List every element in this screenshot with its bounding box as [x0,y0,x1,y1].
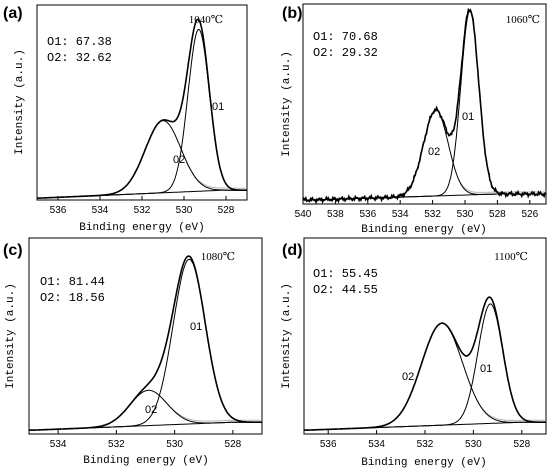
panel-b-temperature: 1060℃ [506,14,540,26]
panel-c-x-tick-label: 534 [50,439,67,450]
panel-d-x-tick-label: 528 [513,439,530,450]
panel-c-background-tail [172,408,262,422]
panel-b-o1-peak-label: 01 [462,111,474,123]
panel-b: (b) 1060℃ O1: 70.68 O2: 29.32 Binding en… [281,3,547,236]
panel-d-x-ticks: 536 534 532 530 528 [320,430,531,450]
panel-a-ratio-o2: O2: 32.62 [47,51,112,65]
panel-d-o2-component [304,322,546,431]
panel-a: (a) 1040℃ O1: 67.38 O2: 32.62 Binding en… [3,4,248,234]
panel-d-envelope [304,296,546,431]
panel-b-x-tick-label: 526 [521,209,538,220]
panel-c-o2-peak-label: 02 [145,404,157,416]
panel-b-background-tail [460,183,546,193]
panel-c: (c) 1080℃ O1: 81.44 O2: 18.56 Binding en… [3,237,263,467]
panel-d-letter: (d) [282,242,302,259]
panel-d-o2-peak-label: 02 [402,371,414,383]
panel-d-x-axis-title: Binding energy (eV) [361,457,486,469]
panel-b-x-tick-label: 532 [424,209,441,220]
panel-a-x-tick-label: 528 [218,205,235,216]
panel-b-x-axis-title: Binding energy (eV) [361,224,486,236]
panel-c-x-axis-title: Binding energy (eV) [83,455,208,467]
panel-b-x-tick-label: 538 [327,209,344,220]
panel-b-envelope [302,7,547,205]
panel-b-ratio-o1: O1: 70.68 [313,30,378,44]
panel-b-x-tick-label: 528 [489,209,506,220]
panel-a-x-tick-label: 530 [176,205,193,216]
panel-a-ratio-o1: O1: 67.38 [47,35,112,49]
panel-d-x-tick-label: 536 [320,439,337,450]
panel-c-plot-frame [28,237,263,435]
panel-c-ratio-o1: O1: 81.44 [40,275,105,289]
panel-b-y-axis-title: Intensity (a.u.) [281,51,293,157]
panel-c-y-axis-title: Intensity (a.u.) [5,283,17,389]
panel-d-x-tick-label: 532 [417,439,434,450]
panel-d-background-tail [475,398,546,421]
panel-c-temperature: 1080℃ [201,251,235,263]
panel-a-x-tick-label: 536 [50,205,67,216]
panel-c-x-tick-label: 528 [225,439,242,450]
panel-d-x-tick-label: 530 [465,439,482,450]
panel-b-ratio-o2: O2: 29.32 [313,46,378,60]
panel-a-letter: (a) [3,5,23,22]
panel-d-o1-peak-label: 01 [480,363,492,375]
panel-a-background-tail [185,162,247,189]
panel-d-y-axis-title: Intensity (a.u.) [281,283,293,389]
panel-d-ratio-o2: O2: 44.55 [313,283,378,297]
panel-b-x-tick-label: 530 [457,209,474,220]
panel-a-temperature: 1040℃ [189,14,223,26]
panel-c-letter: (c) [3,242,23,259]
panel-a-envelope [37,18,247,199]
panel-c-x-tick-label: 530 [166,439,183,450]
panel-a-x-tick-label: 534 [92,205,109,216]
panel-c-x-tick-label: 532 [108,439,125,450]
panel-c-ratio-o2: O2: 18.56 [40,291,105,305]
panel-d-ratio-o1: O1: 55.45 [313,267,378,281]
panel-d-temperature: 1100℃ [494,251,528,263]
panel-c-o1-peak-label: 01 [190,321,202,333]
panel-a-o2-peak-label: 02 [173,154,185,166]
panel-d: (d) 1100℃ O1: 55.45 O2: 44.55 Binding en… [281,237,547,469]
panel-b-x-tick-label: 540 [295,209,312,220]
panel-a-x-ticks: 536 534 532 530 528 [50,196,235,216]
panel-b-x-tick-label: 536 [359,209,376,220]
panel-d-x-tick-label: 534 [368,439,385,450]
panel-c-envelope [29,255,262,431]
panel-c-x-ticks: 534 532 530 528 [50,430,242,450]
panel-a-x-axis-title: Binding energy (eV) [79,222,204,234]
panel-b-plot-frame [302,3,547,205]
panel-b-x-tick-label: 534 [392,209,409,220]
panel-a-x-tick-label: 532 [134,205,151,216]
panel-b-x-ticks: 540 538 536 534 532 530 528 526 [295,200,539,220]
panel-d-o1-component [304,303,546,431]
panel-a-o1-peak-label: 01 [212,101,224,113]
panel-b-o2-peak-label: 02 [428,146,440,158]
panel-b-letter: (b) [282,5,302,22]
panel-b-o2-component [303,109,546,201]
panel-a-y-axis-title: Intensity (a.u.) [14,49,26,155]
